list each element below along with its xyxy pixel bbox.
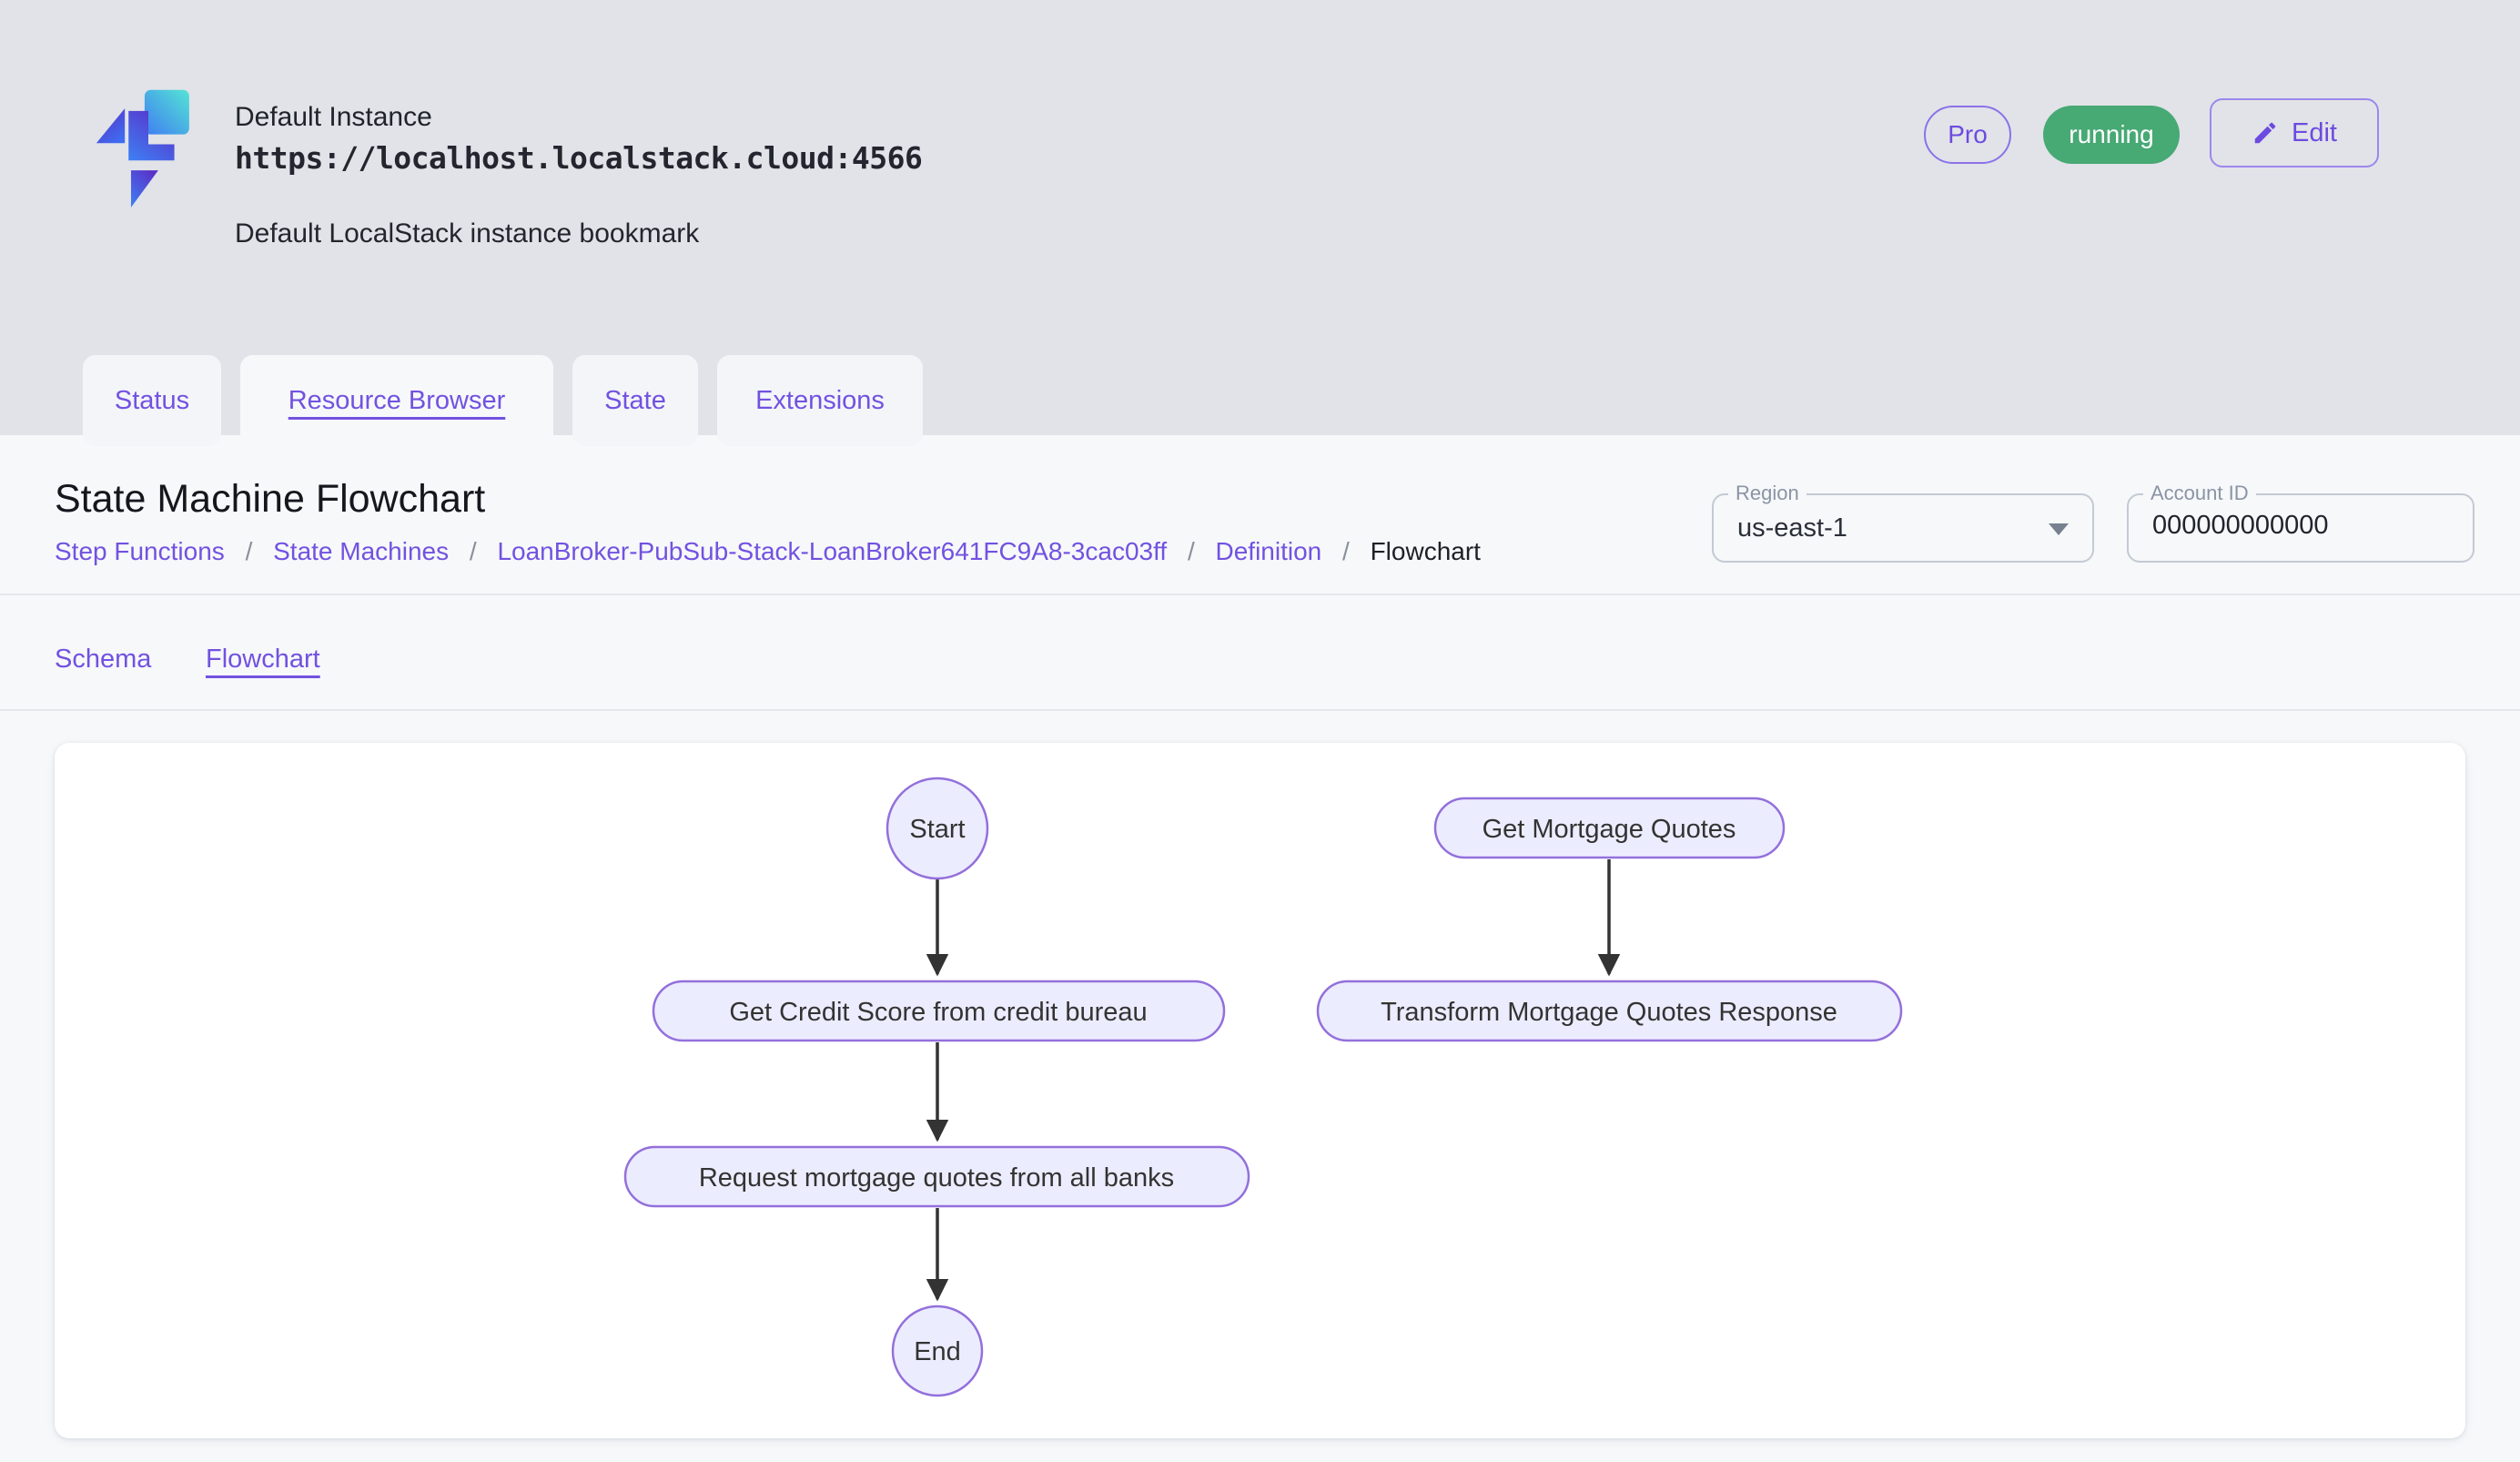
resource-browser-panel: State Machine Flowchart Step Functions /…	[0, 435, 2520, 1462]
chevron-down-icon	[2049, 523, 2069, 535]
flowchart-node-start: Start	[886, 777, 989, 880]
flowchart-node-get-mortgage-quotes: Get Mortgage Quotes	[1433, 797, 1786, 859]
status-badge: running	[2043, 106, 2180, 164]
edit-button-label: Edit	[2292, 117, 2337, 147]
tab-resource-browser-label: Resource Browser	[288, 385, 506, 415]
logo-bottom-triangle	[130, 170, 158, 208]
flowchart-node-request-quotes: Request mortgage quotes from all banks	[623, 1145, 1250, 1208]
localstack-logo	[96, 89, 189, 208]
flowchart-node-get-credit-score: Get Credit Score from credit bureau	[652, 980, 1226, 1042]
account-id-field: Account ID	[2127, 482, 2474, 563]
breadcrumb-current-flowchart: Flowchart	[1370, 537, 1481, 565]
breadcrumb-state-machines[interactable]: State Machines	[273, 537, 450, 565]
breadcrumb-separator: /	[469, 537, 477, 565]
region-select-label: Region	[1728, 482, 1807, 505]
subtab-schema[interactable]: Schema	[55, 645, 152, 674]
instance-name: Default Instance	[235, 102, 432, 132]
tab-state[interactable]: State	[572, 355, 698, 446]
svg-text:Start: Start	[909, 815, 965, 844]
flowchart-node-transform-response: Transform Mortgage Quotes Response	[1316, 980, 1903, 1042]
tab-resource-browser[interactable]: Resource Browser	[240, 355, 553, 457]
edit-button[interactable]: Edit	[2210, 98, 2379, 168]
flowchart-card: Start Get Credit Score from credit burea…	[55, 743, 2465, 1438]
logo-left-triangle	[96, 108, 126, 144]
pro-badge: Pro	[1924, 106, 2011, 164]
divider	[0, 709, 2520, 711]
account-id-label: Account ID	[2143, 482, 2256, 505]
tab-extensions-label: Extensions	[755, 385, 885, 415]
svg-text:Get Mortgage Quotes: Get Mortgage Quotes	[1483, 815, 1736, 844]
subtab-flowchart[interactable]: Flowchart	[206, 645, 320, 674]
svg-text:End: End	[914, 1337, 961, 1366]
breadcrumb-step-functions[interactable]: Step Functions	[55, 537, 225, 565]
svg-text:Transform Mortgage Quotes Resp: Transform Mortgage Quotes Response	[1381, 998, 1837, 1027]
logo-square	[144, 89, 189, 135]
flowchart-node-end: End	[891, 1305, 984, 1397]
account-id-input[interactable]	[2151, 510, 2445, 542]
page-title: State Machine Flowchart	[55, 477, 486, 521]
tab-status-label: Status	[114, 385, 190, 415]
breadcrumb-definition[interactable]: Definition	[1215, 537, 1322, 565]
pro-badge-label: Pro	[1948, 120, 1988, 148]
divider	[0, 594, 2520, 595]
instance-description: Default LocalStack instance bookmark	[235, 218, 700, 249]
pencil-icon	[2254, 122, 2276, 144]
instance-url: https://localhost.localstack.cloud:4566	[235, 140, 923, 176]
state-machine-flowchart: Start Get Credit Score from credit burea…	[623, 777, 1903, 1397]
svg-text:Request mortgage quotes from a: Request mortgage quotes from all banks	[699, 1163, 1174, 1193]
tab-state-label: State	[604, 385, 666, 415]
breadcrumb-separator: /	[245, 537, 253, 565]
region-select[interactable]: Region us-east-1	[1712, 482, 2094, 563]
breadcrumb-separator: /	[1342, 537, 1350, 565]
svg-text:Get Credit Score from credit b: Get Credit Score from credit bureau	[729, 998, 1147, 1027]
tab-extensions[interactable]: Extensions	[717, 355, 923, 446]
breadcrumb: Step Functions / State Machines / LoanBr…	[55, 537, 1481, 566]
region-select-value: us-east-1	[1737, 513, 1847, 543]
logo-l-shape	[128, 110, 175, 161]
breadcrumb-state-machine-name[interactable]: LoanBroker-PubSub-Stack-LoanBroker641FC9…	[497, 537, 1168, 565]
status-badge-label: running	[2069, 120, 2154, 148]
tab-status[interactable]: Status	[83, 355, 221, 446]
breadcrumb-separator: /	[1187, 537, 1195, 565]
